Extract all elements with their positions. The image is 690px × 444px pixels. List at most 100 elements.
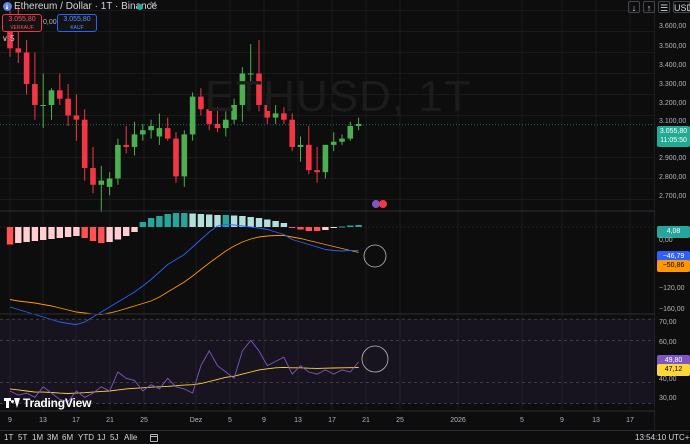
candle-body <box>281 113 287 120</box>
macd-histogram-bar <box>15 227 22 243</box>
candle-body <box>115 144 121 179</box>
macd-histogram-bar <box>305 227 312 231</box>
chart-canvas[interactable] <box>0 0 655 444</box>
bar-countdown: 11:05:50 <box>657 135 690 147</box>
tradingview-wordmark: TradingView <box>23 396 92 410</box>
macd-histogram-bar <box>247 217 254 227</box>
timeframe-6m[interactable]: 6M <box>62 433 74 442</box>
highlight-circle <box>363 244 387 268</box>
legend-header: Ethereum / Dollar · 1T · Binance ✕ ↓ ↑ ☰… <box>0 0 690 14</box>
macd-histogram-bar <box>98 227 105 243</box>
candle-body <box>173 138 179 177</box>
candle-body <box>264 105 271 118</box>
currency-button[interactable]: USD <box>673 1 690 13</box>
candle-body <box>322 144 329 173</box>
bottom-toolbar: 1T 5T 1M 3M 6M YTD 1J 5J Alle 13:54:10 U… <box>0 430 690 444</box>
macd-histogram-bar <box>239 216 246 227</box>
candle-body <box>239 73 246 105</box>
time-tick: 21 <box>106 417 114 424</box>
time-tick: 17 <box>626 417 634 424</box>
candle-body <box>247 73 254 75</box>
signal-line-tag: −50,86 <box>657 260 690 272</box>
candle-body <box>81 119 88 168</box>
candle-body <box>314 170 320 173</box>
close-icon[interactable]: ✕ <box>149 0 158 11</box>
timeframe-1d[interactable]: 1T <box>4 433 14 442</box>
rsi-line <box>9 339 359 403</box>
timeframe-1m[interactable]: 1M <box>32 433 44 442</box>
macd-signal-line <box>9 235 359 315</box>
candle-body <box>272 113 279 118</box>
timeframe-all[interactable]: Alle <box>124 433 138 442</box>
macd-histogram-bar <box>89 227 97 241</box>
candle-body <box>40 105 46 106</box>
time-tick: 13 <box>592 417 600 424</box>
time-tick: 13 <box>294 417 302 424</box>
candle-body <box>306 144 312 171</box>
macd-histogram-bar <box>73 227 80 236</box>
chart-area[interactable] <box>0 0 655 444</box>
macd-histogram-bar <box>156 216 163 227</box>
sell-label: VERKAUF <box>10 25 34 31</box>
indicator-collapse-toggle[interactable]: ∨ 5 <box>2 34 15 43</box>
price-tick: 2.800,00 <box>659 174 687 181</box>
candle-body <box>73 115 80 120</box>
timeframe-5d[interactable]: 5T <box>18 433 28 442</box>
macd-histogram-bar <box>56 227 63 238</box>
candle-body <box>123 144 129 147</box>
candle-body <box>206 109 212 124</box>
price-tick: 3.500,00 <box>659 43 687 50</box>
macd-histogram-bar <box>197 214 205 227</box>
tradingview-logo-icon <box>4 398 20 408</box>
time-tick: 9 <box>262 417 266 424</box>
scroll-down-button[interactable]: ↓ <box>628 1 640 13</box>
event-icon <box>379 200 387 208</box>
calendar-icon[interactable] <box>150 434 158 442</box>
macd-histogram-bar <box>289 227 296 228</box>
macd-histogram-bar <box>347 225 354 227</box>
macd-histogram-bar <box>40 227 47 240</box>
price-tick: 2.700,00 <box>659 193 687 200</box>
macd-histogram-bar <box>172 213 180 227</box>
macd-histogram-bar <box>230 215 238 227</box>
time-tick: 13 <box>39 417 47 424</box>
symbol-title[interactable]: Ethereum / Dollar · 1T · Binance <box>14 1 158 12</box>
scroll-up-button[interactable]: ↑ <box>643 1 655 13</box>
candle-body <box>289 119 295 147</box>
price-tick: 3.200,00 <box>659 100 687 107</box>
macd-histogram-bar <box>48 227 55 239</box>
timeframe-3m[interactable]: 3M <box>47 433 59 442</box>
buy-button[interactable]: 3.055,80 KAUF <box>57 14 97 32</box>
rsi-ma-tag: 47,12 <box>657 364 690 376</box>
macd-line <box>9 224 359 325</box>
time-tick: 25 <box>396 417 404 424</box>
candle-body <box>355 123 362 126</box>
timeframe-ytd[interactable]: YTD <box>78 433 94 442</box>
macd-histogram-bar <box>280 223 288 227</box>
time-tick: 17 <box>328 417 336 424</box>
candle-body <box>164 128 171 139</box>
candle-body <box>231 105 237 120</box>
candle-body <box>23 52 30 84</box>
utc-clock[interactable]: 13:54:10 UTC+1 <box>635 433 690 442</box>
macd-histogram-bar <box>214 215 221 227</box>
time-tick: 2026 <box>450 417 466 424</box>
time-tick: 25 <box>140 417 148 424</box>
timeframe-1y[interactable]: 1J <box>97 433 106 442</box>
candle-body <box>330 141 337 145</box>
timeframe-5y[interactable]: 5J <box>110 433 119 442</box>
tradingview-logo[interactable]: TradingView <box>4 396 91 410</box>
macd-histogram-bar <box>355 224 362 227</box>
time-tick: 9 <box>560 417 564 424</box>
macd-histogram-bar <box>255 218 263 227</box>
sell-button[interactable]: 3.055,80 VERKAUF <box>2 14 42 32</box>
macd-histogram-bar <box>147 218 155 227</box>
macd-histogram-bar <box>114 227 122 240</box>
rsi-tick: 40,00 <box>659 376 677 383</box>
symbol-watermark: ETHUSD, 1T <box>205 72 472 121</box>
price-tick: 2.900,00 <box>659 155 687 162</box>
menu-icon[interactable]: ☰ <box>658 1 670 13</box>
candle-body <box>140 130 146 135</box>
candle-body <box>98 180 105 185</box>
rsi-ma-line <box>9 366 359 394</box>
